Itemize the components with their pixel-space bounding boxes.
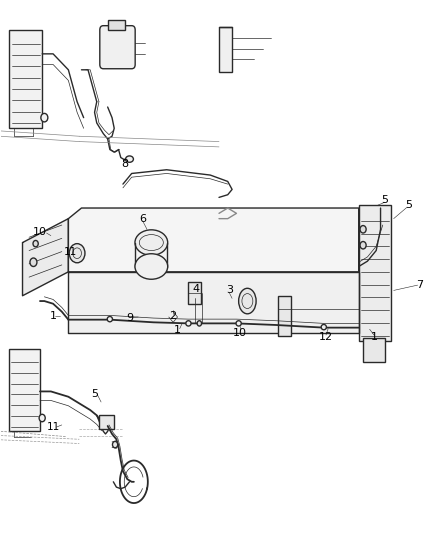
Ellipse shape [135,254,168,279]
FancyBboxPatch shape [100,26,135,69]
Bar [278,296,291,336]
Circle shape [69,244,85,263]
Text: 1: 1 [371,332,378,342]
Bar [363,338,385,362]
Polygon shape [68,272,359,333]
Ellipse shape [239,288,256,314]
Circle shape [33,240,38,247]
Text: 2: 2 [170,311,177,321]
Text: 9: 9 [126,313,133,323]
Bar [99,415,114,429]
Text: 3: 3 [226,286,233,295]
Circle shape [30,258,37,266]
Polygon shape [22,219,68,296]
Text: 1: 1 [174,325,181,335]
Bar [10,30,42,128]
Bar [359,205,392,341]
Ellipse shape [135,230,168,255]
Text: 4: 4 [193,285,200,294]
Circle shape [41,114,48,122]
Text: 10: 10 [233,328,247,338]
Ellipse shape [107,317,113,322]
Bar [10,349,40,431]
Ellipse shape [186,321,191,326]
Circle shape [113,441,118,448]
Bar [219,27,232,72]
Circle shape [360,241,366,249]
Text: 10: 10 [33,227,47,237]
Ellipse shape [126,156,134,163]
Text: 7: 7 [416,280,424,290]
Bar [188,282,201,304]
Text: 5: 5 [406,200,413,211]
Circle shape [39,414,45,422]
Ellipse shape [321,325,326,330]
Text: 11: 11 [64,247,77,257]
Ellipse shape [236,321,241,326]
Text: 1: 1 [49,311,57,321]
Text: 6: 6 [139,214,146,224]
Polygon shape [68,208,359,272]
Ellipse shape [197,321,201,326]
Text: 5: 5 [381,195,389,205]
Circle shape [360,225,366,233]
Text: 11: 11 [46,422,60,432]
Text: 5: 5 [91,389,98,399]
Text: 12: 12 [319,332,333,342]
Text: 8: 8 [122,159,129,169]
Bar [108,20,125,30]
